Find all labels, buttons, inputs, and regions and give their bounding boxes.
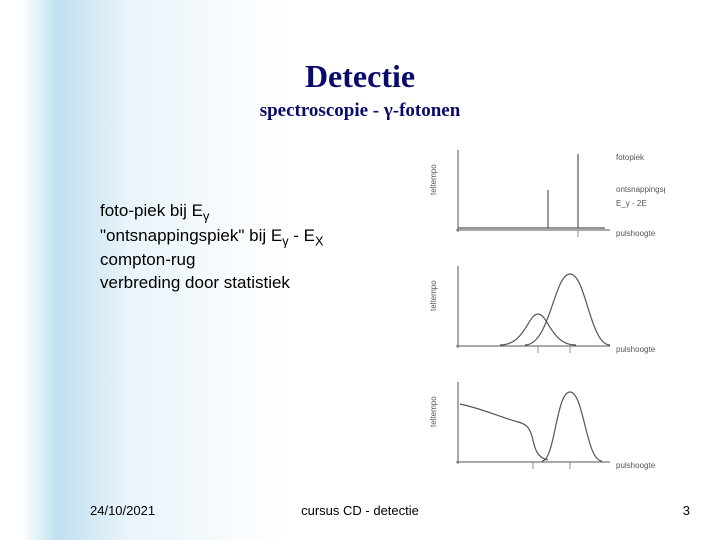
bullet-2-text-b: - E bbox=[289, 226, 315, 245]
label-fotopiek: fotopiek bbox=[616, 153, 645, 162]
x-axis-label-3: pulshoogte bbox=[616, 461, 656, 470]
bullet-2-text-a: "ontsnappingspiek" bij E bbox=[100, 226, 282, 245]
y-axis-label-3: teltempo bbox=[430, 396, 438, 427]
footer-page-number: 3 bbox=[683, 503, 690, 518]
slide-title: Detectie bbox=[0, 58, 720, 95]
figure-panel-2: pulshoogte teltempo bbox=[430, 256, 665, 366]
x-axis-label-1: pulshoogte bbox=[616, 229, 656, 238]
y-axis-label-1b: teltempo bbox=[430, 164, 438, 195]
bullet-1: foto-piek bij Eγ bbox=[100, 200, 324, 225]
slide-subtitle: spectroscopie - γ-fotonen bbox=[0, 100, 720, 122]
bullet-2-sub2: X bbox=[315, 233, 324, 248]
footer-center: cursus CD - detectie bbox=[0, 503, 720, 518]
y-axis-label-2: teltempo bbox=[430, 280, 438, 311]
figure-panel-3: pulshoogte teltempo bbox=[430, 372, 665, 482]
bullet-4: verbreding door statistiek bbox=[100, 272, 324, 295]
x-axis-label-2: pulshoogte bbox=[616, 345, 656, 354]
label-marker: E_γ - 2E bbox=[616, 199, 647, 208]
figure-stack: fotopiek ontsnappingspiek E_γ - 2E pulsh… bbox=[430, 140, 665, 488]
bullet-1-text: foto-piek bij E bbox=[100, 201, 203, 220]
label-ontsnappingspiek: ontsnappingspiek bbox=[616, 185, 665, 194]
bullet-2: "ontsnappingspiek" bij Eγ - EX bbox=[100, 225, 324, 250]
bullet-list: foto-piek bij Eγ "ontsnappingspiek" bij … bbox=[100, 200, 324, 295]
slide: Detectie spectroscopie - γ-fotonen foto-… bbox=[0, 0, 720, 540]
figure-panel-1: fotopiek ontsnappingspiek E_γ - 2E pulsh… bbox=[430, 140, 665, 250]
bullet-1-sub: γ bbox=[203, 208, 209, 223]
bullet-3: compton-rug bbox=[100, 249, 324, 272]
